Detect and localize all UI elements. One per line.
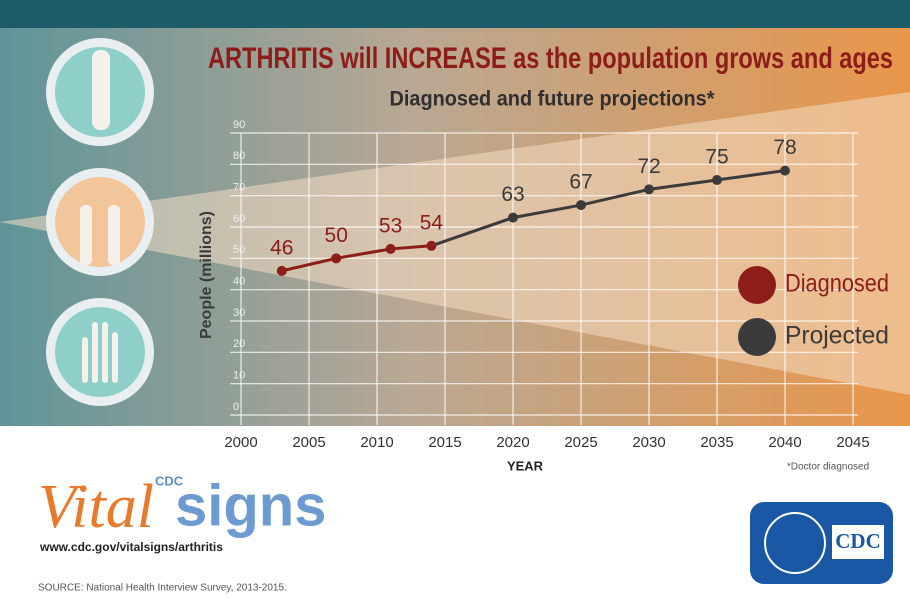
wedge: [0, 92, 910, 395]
logo-cdc: CDC: [155, 473, 184, 488]
y-tick-label: 80: [233, 150, 245, 162]
icons: [46, 38, 154, 406]
x-tick-label: 2020: [496, 434, 529, 451]
x-tick-label: 2015: [428, 434, 461, 451]
data-point: [644, 184, 654, 195]
y-tick-label: 60: [233, 213, 245, 225]
connector: [430, 216, 514, 248]
y-tick-label: 40: [233, 276, 245, 288]
cdc-badge: [750, 502, 893, 584]
data-label: 46: [270, 236, 293, 259]
series-line: [281, 244, 432, 273]
icon-hip: [55, 177, 145, 267]
bone: [80, 205, 92, 265]
x-tick-label: 2035: [700, 434, 733, 451]
bone: [92, 50, 110, 130]
bone: [108, 205, 120, 265]
data-point: [331, 253, 342, 264]
data-label: 50: [325, 224, 348, 247]
y-tick-label: 30: [233, 307, 245, 319]
y-tick-label: 20: [233, 338, 245, 350]
icon-hand: [55, 307, 145, 397]
legend-swatch: [738, 266, 776, 304]
y-tick-label: 50: [233, 244, 245, 256]
data-label: 54: [420, 211, 444, 234]
data-point: [508, 212, 518, 223]
legend-swatch: [738, 318, 776, 356]
hhs-seal: [764, 512, 826, 574]
logo-vital: Vital: [38, 473, 154, 541]
x-tick-label: 2040: [768, 434, 801, 451]
bone: [82, 322, 118, 383]
source: SOURCE: National Health Interview Survey…: [38, 583, 287, 594]
x-tick-label: 2005: [292, 434, 325, 451]
y-tick-label: 70: [233, 182, 245, 194]
data-point: [385, 243, 396, 254]
legend-label: Diagnosed: [785, 270, 889, 298]
y-tick-label: 10: [233, 370, 245, 382]
y-axis-title: People (millions): [198, 211, 215, 339]
y-tick-label: 90: [233, 119, 245, 131]
y-tick-label: 0: [233, 401, 239, 413]
data-point: [576, 200, 586, 211]
data-label: 53: [379, 214, 402, 237]
data-label: 67: [569, 171, 592, 194]
url: www.cdc.gov/vitalsigns/arthritis: [39, 540, 223, 554]
legend-label: Projected: [785, 322, 889, 350]
data-point: [712, 175, 722, 185]
data-point: [426, 240, 437, 251]
data-point: [276, 265, 287, 276]
data-label: 78: [773, 136, 796, 159]
chart-title: ARTHRITIS will INCREASE as the populatio…: [208, 42, 893, 75]
x-tick-label: 2010: [360, 434, 393, 451]
chart-subtitle: Diagnosed and future projections*: [390, 88, 716, 111]
x-axis-title: YEAR: [507, 458, 544, 473]
footnote: *Doctor diagnosed: [787, 462, 869, 473]
data-label: 72: [637, 155, 660, 178]
x-tick-label: 2045: [836, 434, 869, 451]
data-point: [780, 165, 790, 176]
x-tick-label: 2025: [564, 434, 597, 451]
badge-text: CDC: [835, 529, 881, 553]
x-tick-label: 2030: [632, 434, 665, 451]
top-band: [0, 0, 910, 28]
x-tick-label: 2000: [224, 434, 257, 451]
logo-signs: signs: [175, 473, 327, 538]
data-label: 75: [705, 146, 728, 169]
badge-box: [832, 525, 884, 559]
data-label: 63: [501, 183, 524, 206]
